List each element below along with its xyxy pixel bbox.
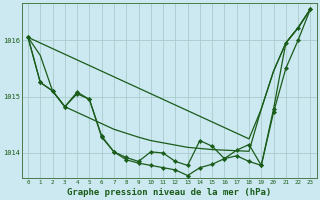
X-axis label: Graphe pression niveau de la mer (hPa): Graphe pression niveau de la mer (hPa)	[67, 188, 271, 197]
